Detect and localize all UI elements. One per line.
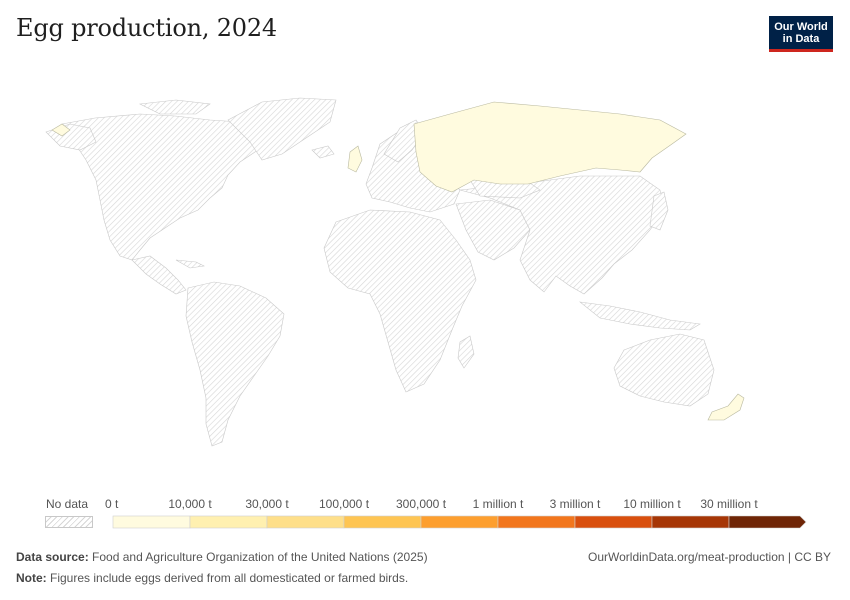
legend-bin-5[interactable] (497, 515, 576, 529)
chart-title: Egg production, 2024 (16, 14, 277, 42)
iceland-shape[interactable] (311, 145, 335, 159)
data-source-line: Data source: Food and Agriculture Organi… (16, 550, 428, 564)
uk-shape[interactable] (347, 145, 363, 173)
new-zealand-shape[interactable] (707, 393, 745, 421)
legend-no-data-swatch (45, 516, 93, 528)
logo-line-2: in Data (782, 33, 820, 45)
legend-no-data-label: No data (46, 497, 89, 511)
arctic-islands-shape[interactable] (138, 99, 211, 115)
asia-shape[interactable] (459, 175, 665, 295)
madagascar-shape[interactable] (457, 335, 475, 369)
legend-bin-7[interactable] (651, 515, 730, 529)
legend-bin-label-4: 300,000 t (395, 497, 447, 511)
japan-shape[interactable] (649, 191, 669, 231)
caribbean-shape[interactable] (175, 259, 205, 269)
legend-bin-3[interactable] (343, 515, 422, 529)
greenland-shape[interactable] (227, 97, 337, 161)
owid-logo[interactable]: Our World in Data (769, 16, 833, 52)
legend-bin-8[interactable] (728, 515, 807, 529)
note-line: Note: Figures include eggs derived from … (16, 571, 408, 585)
greenland-data-shape[interactable] (51, 123, 71, 137)
russia-shape[interactable] (413, 101, 687, 193)
legend-bin-1[interactable] (189, 515, 268, 529)
legend-bin-label-8: 30 million t (700, 497, 758, 511)
legend-bin-label-3: 100,000 t (318, 497, 370, 511)
note-label: Note: (16, 571, 47, 585)
note-text: Figures include eggs derived from all do… (50, 571, 409, 585)
middle-east-shape[interactable] (455, 199, 531, 261)
legend-bin-2[interactable] (266, 515, 345, 529)
world-map (45, 97, 745, 447)
legend-color-bar (112, 515, 807, 529)
legend-bin-0[interactable] (112, 515, 191, 529)
south-america-shape[interactable] (185, 281, 285, 447)
data-source-text: Food and Agriculture Organization of the… (92, 550, 428, 564)
central-america-shape[interactable] (131, 255, 187, 295)
legend-bin-label-7: 10 million t (623, 497, 681, 511)
legend-bin-4[interactable] (420, 515, 499, 529)
legend-bin-label-5: 1 million t (472, 497, 524, 511)
legend-bin-label-2: 30,000 t (245, 497, 289, 511)
legend-bin-label-0: 0 t (105, 497, 119, 511)
legend-bin-6[interactable] (574, 515, 653, 529)
africa-shape[interactable] (323, 209, 477, 393)
source-url-link[interactable]: OurWorldinData.org/meat-production | CC … (588, 550, 831, 564)
southeast-asia-islands-shape[interactable] (578, 301, 701, 331)
legend-bin-label-1: 10,000 t (168, 497, 212, 511)
logo-line-1: Our World (774, 21, 828, 33)
australia-shape[interactable] (613, 333, 715, 407)
data-source-label: Data source: (16, 550, 89, 564)
north-america-shape[interactable] (61, 113, 263, 261)
legend-bin-label-6: 3 million t (549, 497, 601, 511)
map-legend: No data 0 t 10,000 t 30,000 t 100,000 t 300,… (0, 494, 850, 534)
